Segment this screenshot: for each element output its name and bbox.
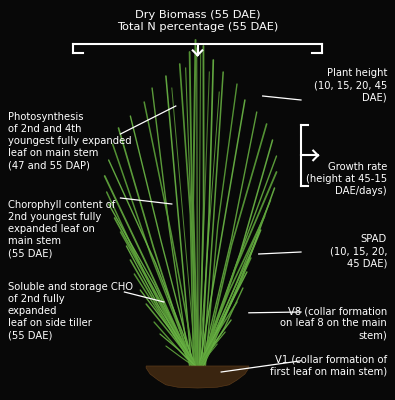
Text: Chorophyll content of
2nd youngest fully
expanded leaf on
main stem
(55 DAE): Chorophyll content of 2nd youngest fully… <box>8 200 115 258</box>
Text: Soluble and storage CHO
of 2nd fully
expanded
leaf on side tiller
(55 DAE): Soluble and storage CHO of 2nd fully exp… <box>8 282 133 340</box>
Text: Growth rate
(height at 45-15
DAE/days): Growth rate (height at 45-15 DAE/days) <box>306 162 387 196</box>
Text: SPAD
(10, 15, 20,
45 DAE): SPAD (10, 15, 20, 45 DAE) <box>329 234 387 268</box>
Text: Plant height
(10, 15, 20, 45
DAE): Plant height (10, 15, 20, 45 DAE) <box>314 68 387 102</box>
Text: Dry Biomass (55 DAE)
Total N percentage (55 DAE): Dry Biomass (55 DAE) Total N percentage … <box>117 10 278 32</box>
Polygon shape <box>146 366 249 388</box>
Text: Photosynthesis
of 2nd and 4th
youngest fully expanded
leaf on main stem
(47 and : Photosynthesis of 2nd and 4th youngest f… <box>8 112 132 170</box>
Text: V8 (collar formation
on leaf 8 on the main
stem): V8 (collar formation on leaf 8 on the ma… <box>280 306 387 340</box>
Text: V1 (collar formation of
first leaf on main stem): V1 (collar formation of first leaf on ma… <box>270 354 387 376</box>
